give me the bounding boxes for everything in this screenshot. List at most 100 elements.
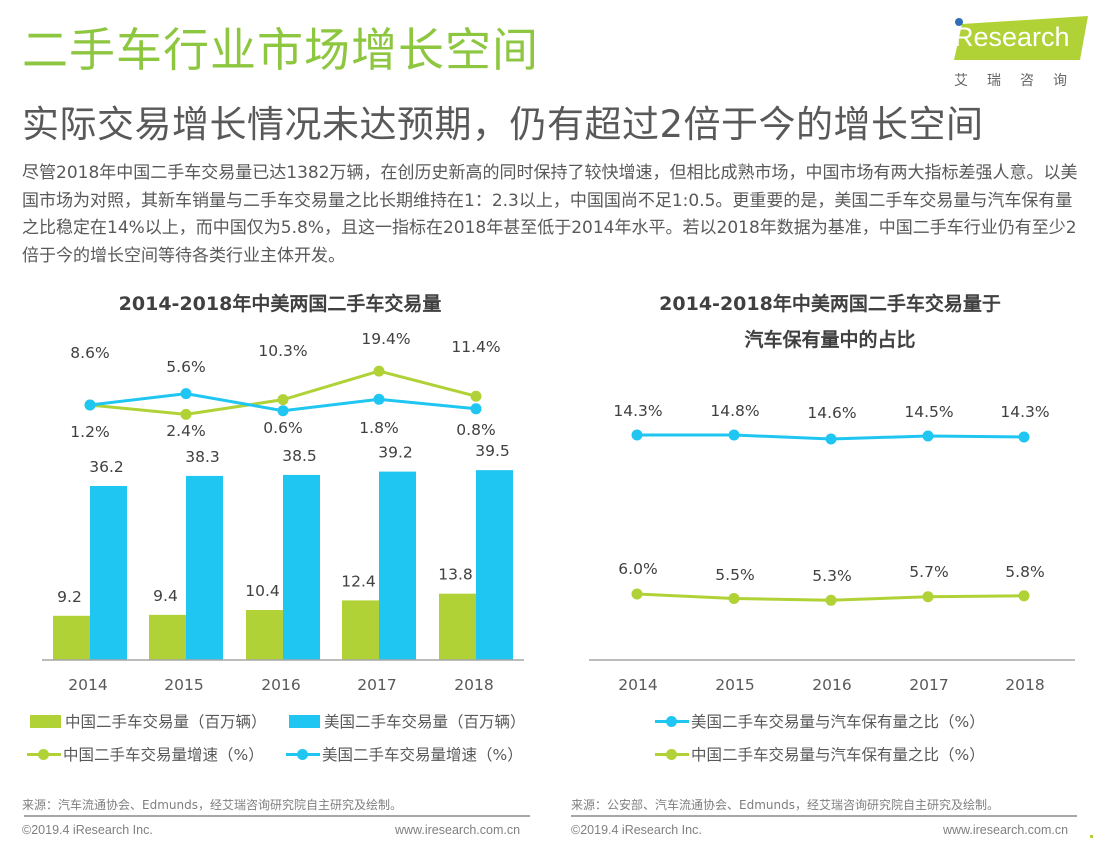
point-us-growth [180, 388, 192, 400]
chart2-title-line2: 汽车保有量中的占比 [744, 329, 916, 351]
legend-us-ratio: 美国二手车交易量与汽车保有量之比（%） [655, 710, 985, 732]
data-label-china-ratio: 5.3% [812, 567, 851, 585]
footer-copyright-right: ©2019.4 iResearch Inc. [571, 823, 702, 837]
bar-us-volume [90, 486, 127, 660]
chart2-title-line1: 2014-2018年中美两国二手车交易量于 [659, 293, 1001, 315]
data-label-us-volume: 39.5 [475, 442, 510, 460]
point-china-growth [180, 408, 192, 420]
point-china-ratio [631, 588, 643, 600]
x-tick-label: 2018 [454, 676, 493, 694]
legend-label: 美国二手车交易量（百万辆） [324, 713, 526, 731]
data-label-us-ratio: 14.3% [1000, 403, 1049, 421]
bar-us-volume [476, 470, 513, 660]
legend-cn-volume: 中国二手车交易量（百万辆） [30, 710, 267, 732]
intro-paragraph: 尽管2018年中国二手车交易量已达1382万辆，在创历史新高的同时保持了较快增速… [22, 163, 1078, 266]
bar-china-volume [439, 593, 476, 660]
footer-website-right[interactable]: www.iresearch.com.cn [943, 823, 1069, 837]
point-china-ratio [825, 594, 837, 606]
legend-us-growth: 美国二手车交易量增速（%） [286, 743, 523, 765]
x-tick-label: 2015 [164, 676, 203, 694]
page-subtitle: 实际交易增长情况未达预期，仍有超过2倍于今的增长空间 [22, 103, 984, 146]
x-tick-label: 2018 [1005, 676, 1044, 694]
point-us-ratio [1018, 431, 1030, 443]
legend-swatch-green-line-icon [655, 747, 689, 761]
chart1-title: 2014-2018年中美两国二手车交易量 [118, 293, 442, 315]
point-us-ratio [728, 429, 740, 441]
data-label-us-ratio: 14.6% [807, 404, 856, 422]
data-label-china-ratio: 5.5% [715, 566, 754, 584]
point-china-ratio [728, 593, 740, 604]
point-us-ratio [631, 429, 643, 441]
bar-china-volume [149, 614, 186, 660]
logo-text: iResearch [948, 22, 1070, 52]
logo-dot-icon [955, 18, 963, 26]
page-title: 二手车行业市场增长空间 [22, 23, 539, 77]
data-label-china-growth: 19.4% [361, 330, 410, 348]
chart2-title: 2014-2018年中美两国二手车交易量于 汽车保有量中的占比 [580, 286, 1080, 358]
logo-chinese: 艾瑞咨询 [954, 73, 1086, 89]
x-tick-label: 2014 [618, 676, 657, 694]
bar-china-volume [246, 610, 283, 660]
chart2-svg: 2014 2015 2016 2017 2018 14.3% 14.8% 14.6% 14.5%… [589, 402, 1075, 694]
bar-us-volume [379, 471, 416, 660]
point-us-growth [470, 403, 482, 415]
x-tick-label: 2017 [357, 676, 396, 694]
bar-china-volume [342, 600, 379, 660]
data-label-china-growth: 10.3% [258, 342, 307, 360]
legend-label: 中国二手车交易量增速（%） [63, 746, 264, 764]
data-label-china-volume: 13.8 [438, 566, 473, 584]
data-label-us-ratio: 14.8% [710, 402, 759, 420]
footer-website-left[interactable]: www.iresearch.com.cn [395, 823, 521, 837]
data-label-us-ratio: 14.3% [613, 402, 662, 420]
data-label-us-growth: 1.2% [70, 423, 109, 441]
point-us-growth [84, 399, 96, 411]
data-label-us-volume: 36.2 [89, 458, 124, 476]
point-china-ratio [922, 591, 934, 603]
divider-right [571, 815, 1077, 817]
x-tick-label: 2015 [715, 676, 754, 694]
iresearch-logo: iResearch 艾瑞咨询 [940, 14, 1090, 94]
chart1-source: 来源：汽车流通协会、Edmunds，经艾瑞咨询研究院自主研究及绘制。 [22, 798, 402, 812]
legend-cn-growth: 中国二手车交易量增速（%） [27, 743, 264, 765]
x-tick-label: 2014 [68, 676, 107, 694]
bar-us-volume [283, 474, 320, 660]
data-label-us-growth: 0.6% [263, 419, 302, 437]
legend-us-volume: 美国二手车交易量（百万辆） [289, 710, 526, 732]
point-us-growth [373, 393, 385, 405]
data-label-us-growth: 0.8% [456, 421, 495, 439]
data-label-china-volume: 12.4 [341, 572, 376, 590]
legend-swatch-green-line-icon [27, 747, 61, 761]
legend-swatch-green-bar [30, 714, 61, 728]
legend-swatch-blue-line-icon [286, 747, 320, 761]
point-china-growth [373, 365, 385, 377]
data-label-us-growth: 2.4% [166, 422, 205, 440]
legend-swatch-blue-line-icon [655, 714, 689, 728]
data-label-china-growth: 8.6% [70, 344, 109, 362]
data-label-us-volume: 38.3 [185, 448, 220, 466]
corner-mark [1090, 835, 1093, 838]
x-tick-label: 2016 [261, 676, 300, 694]
legend-label: 美国二手车交易量与汽车保有量之比（%） [691, 713, 985, 731]
chart2-source: 来源：公安部、汽车流通协会、Edmunds，经艾瑞咨询研究院自主研究及绘制。 [571, 798, 999, 812]
data-label-us-volume: 39.2 [378, 444, 413, 462]
x-tick-label: 2016 [812, 676, 851, 694]
x-tick-label: 2017 [909, 676, 948, 694]
data-label-us-ratio: 14.5% [904, 403, 953, 421]
point-us-ratio [922, 430, 934, 442]
legend-label: 中国二手车交易量（百万辆） [65, 713, 267, 731]
point-china-growth [470, 390, 482, 402]
data-label-china-ratio: 6.0% [618, 560, 657, 578]
point-china-ratio [1018, 590, 1030, 602]
logo-green-parallelogram [954, 16, 1088, 60]
point-us-growth [277, 405, 289, 417]
chart1-svg: 9.2 36.2 2014 9.4 38.3 2015 10.4 38.5 2016 12.4 39… [42, 330, 524, 694]
legend-cn-ratio: 中国二手车交易量与汽车保有量之比（%） [655, 743, 985, 765]
bar-us-volume [186, 475, 223, 660]
data-label-china-volume: 9.2 [57, 588, 82, 606]
data-label-china-volume: 9.4 [153, 587, 178, 605]
bar-china-volume [53, 615, 90, 660]
data-label-china-volume: 10.4 [245, 582, 280, 600]
data-label-us-growth: 1.8% [359, 419, 398, 437]
data-label-china-ratio: 5.7% [909, 563, 948, 581]
point-us-ratio [825, 433, 837, 445]
